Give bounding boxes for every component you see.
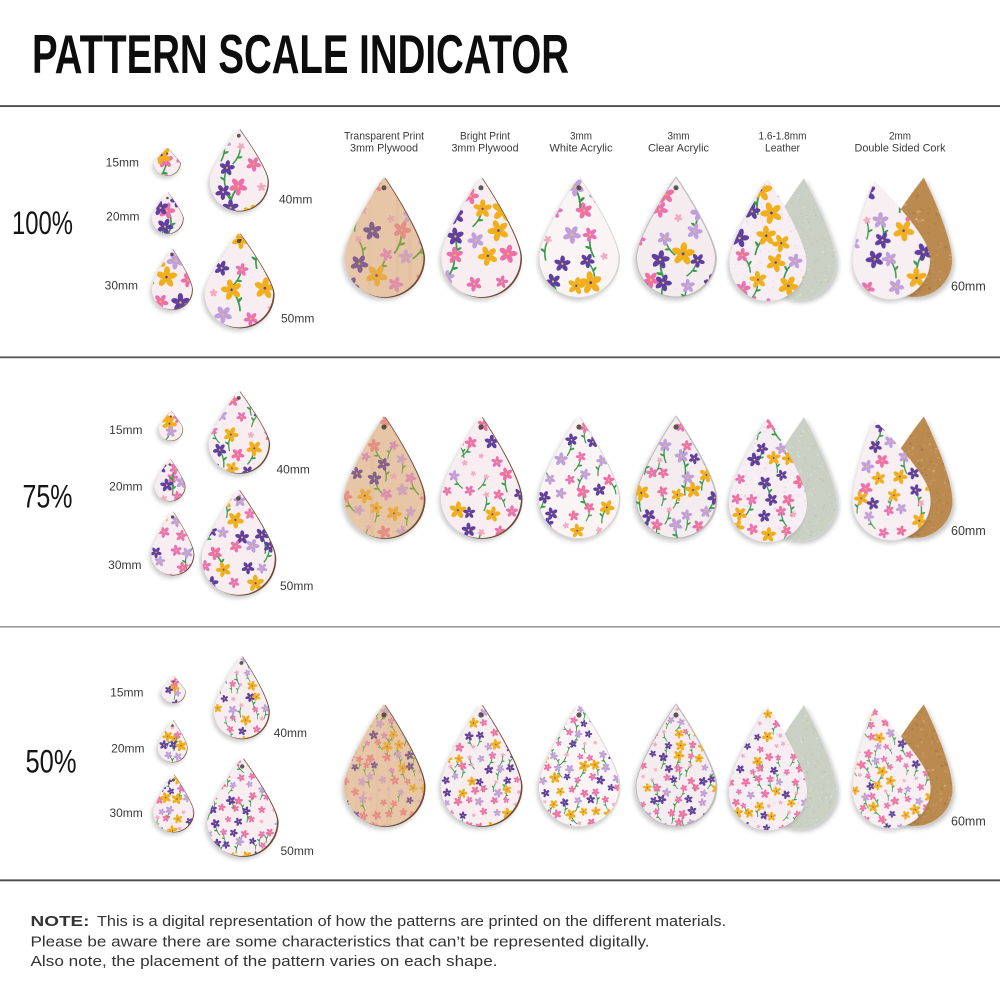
svg-text:60mm: 60mm (951, 815, 986, 829)
svg-text:Transparent Print: Transparent Print (344, 131, 424, 143)
svg-text:100%: 100% (12, 205, 73, 241)
svg-text:20mm: 20mm (109, 480, 142, 494)
svg-text:Please be aware there are some: Please be aware there are some character… (31, 934, 650, 951)
svg-text:60mm: 60mm (951, 280, 986, 294)
svg-text:40mm: 40mm (279, 193, 312, 207)
svg-text:3mm Plywood: 3mm Plywood (350, 143, 418, 155)
svg-text:50%: 50% (26, 744, 77, 780)
svg-text:NOTE:: NOTE: (31, 913, 90, 930)
svg-text:3mm: 3mm (668, 131, 690, 143)
svg-text:60mm: 60mm (951, 524, 986, 538)
svg-text:This is a digital representati: This is a digital representation of how … (97, 913, 726, 930)
svg-text:3mm: 3mm (570, 131, 592, 143)
svg-text:PATTERN SCALE INDICATOR: PATTERN SCALE INDICATOR (32, 23, 569, 85)
svg-text:30mm: 30mm (105, 279, 138, 293)
svg-text:30mm: 30mm (109, 806, 142, 820)
svg-text:2mm: 2mm (889, 131, 911, 143)
svg-text:75%: 75% (23, 479, 73, 515)
svg-text:40mm: 40mm (274, 726, 307, 740)
svg-text:50mm: 50mm (280, 579, 313, 593)
svg-text:Also note, the placement of th: Also note, the placement of the pattern … (31, 953, 498, 970)
svg-text:White Acrylic: White Acrylic (550, 143, 613, 155)
svg-text:15mm: 15mm (109, 423, 142, 437)
svg-text:3mm Plywood: 3mm Plywood (452, 143, 519, 155)
svg-text:Clear Acrylic: Clear Acrylic (648, 143, 709, 155)
svg-text:1.6-1.8mm: 1.6-1.8mm (759, 131, 807, 143)
svg-text:50mm: 50mm (281, 312, 314, 326)
svg-text:50mm: 50mm (281, 844, 314, 858)
svg-text:Double Sided Cork: Double Sided Cork (855, 143, 946, 155)
svg-text:Bright Print: Bright Print (460, 131, 510, 143)
svg-text:15mm: 15mm (110, 685, 143, 699)
svg-text:40mm: 40mm (277, 463, 310, 477)
svg-text:15mm: 15mm (106, 156, 139, 170)
svg-text:20mm: 20mm (106, 210, 139, 224)
svg-text:20mm: 20mm (111, 741, 144, 755)
svg-text:30mm: 30mm (108, 558, 141, 572)
svg-text:Leather: Leather (765, 143, 800, 155)
